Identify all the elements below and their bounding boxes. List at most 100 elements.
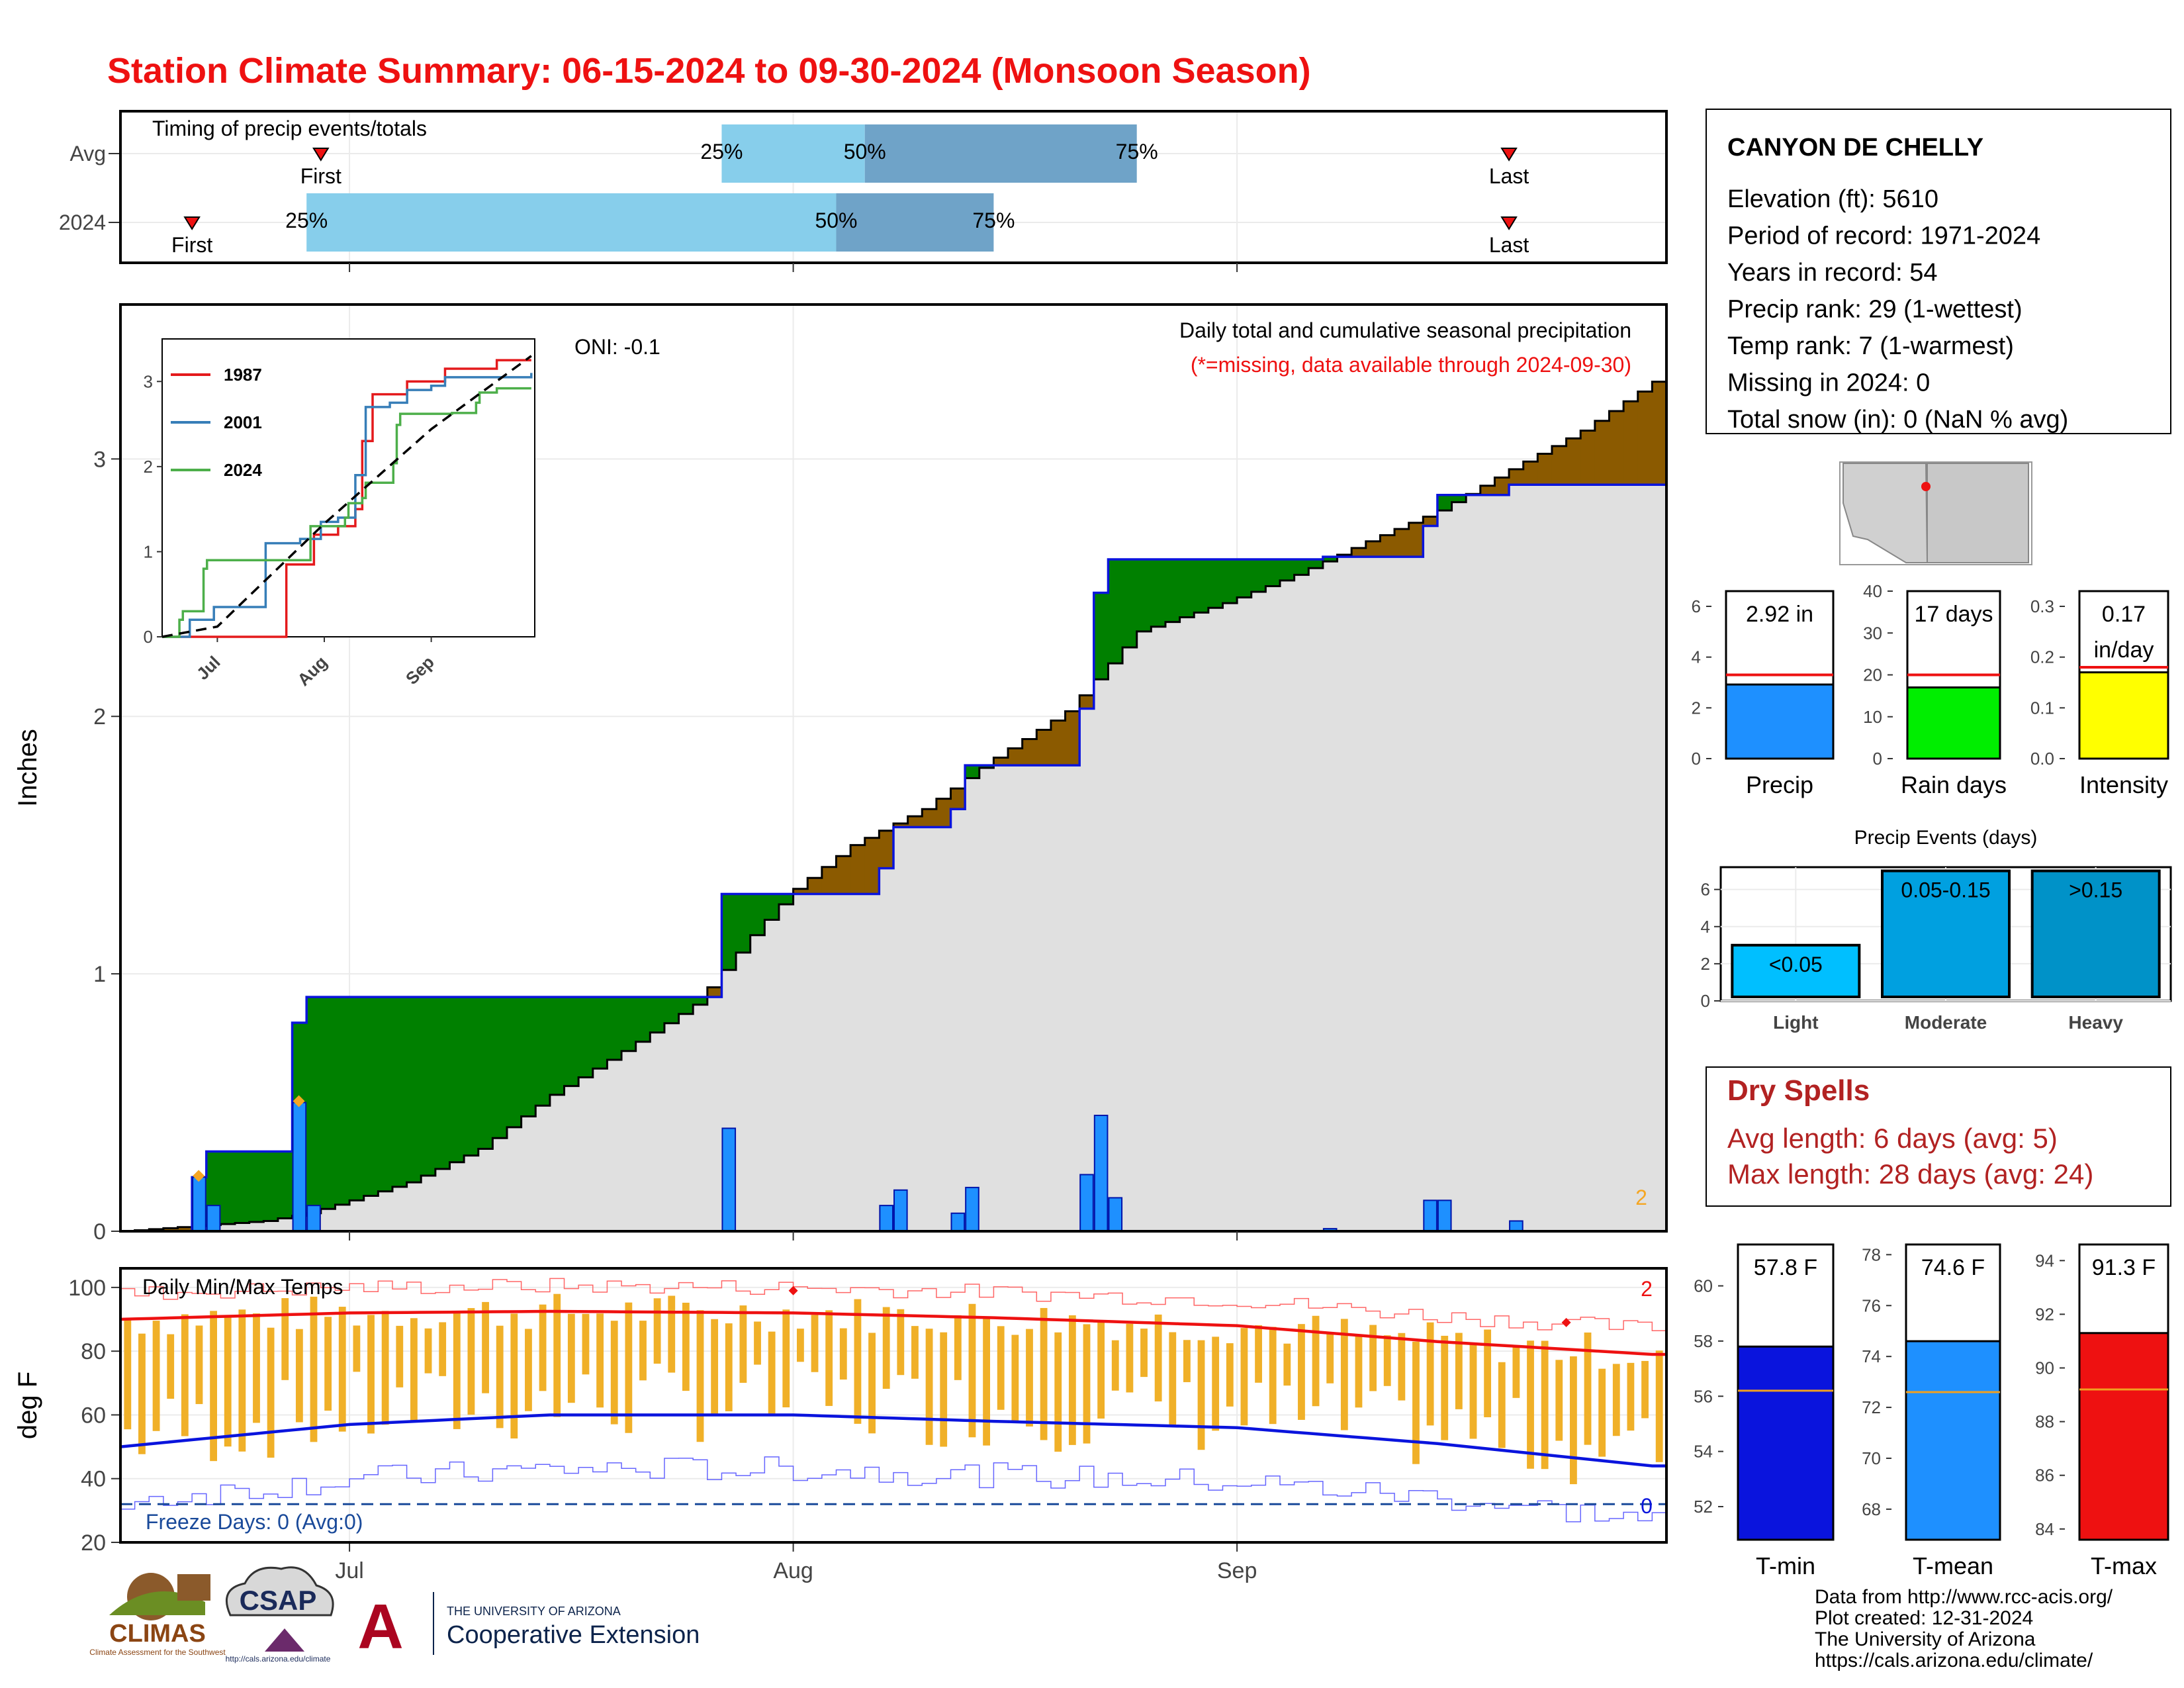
events-bar-label: >0.15 (2069, 878, 2122, 902)
temp-daily-bar (510, 1313, 518, 1439)
precip-daily-bar (893, 1189, 908, 1233)
dry-spells-box (1706, 1066, 2171, 1207)
precip-daily-bar (206, 1205, 221, 1232)
timing-first-marker (312, 148, 330, 162)
precip-below-average-area (893, 823, 909, 827)
precip-below-average-area (1580, 430, 1596, 485)
temp-stat-1-y-tick-label: 76 (1862, 1295, 1881, 1315)
precip-y-tick-label: 0 (93, 1219, 106, 1244)
temp-daily-bar (1283, 1343, 1291, 1386)
temp-y-tick-label: 80 (81, 1339, 106, 1364)
precip-above-average-area (249, 1151, 264, 1222)
precip-below-average-area (1566, 438, 1581, 485)
temp-daily-bar (138, 1333, 146, 1454)
precip-above-average-area (277, 1151, 293, 1219)
temp-stat-0-y-tick-label: 58 (1694, 1331, 1713, 1351)
dry-spells-avg: Avg length: 6 days (avg: 5) (1727, 1123, 2058, 1154)
events-bar (2030, 869, 2161, 998)
temp-freeze-text: Freeze Days: 0 (Avg:0) (146, 1510, 363, 1534)
temp-daily-bar (281, 1298, 289, 1380)
precip-below-average-area (807, 878, 823, 894)
csap-logo-text: CSAP (240, 1585, 317, 1616)
precip-below-average-area (950, 788, 966, 810)
temp-daily-bar (295, 1329, 303, 1423)
station-info-line: Temp rank: 7 (1-warmest) (1727, 332, 2014, 360)
temp-stat-1-category-label: T-mean (1913, 1552, 1993, 1579)
footer-line: Data from http://www.rcc-acis.org/ (1815, 1586, 2113, 1608)
precip-above-average-area (549, 997, 565, 1095)
precip-above-average-area (1122, 559, 1138, 647)
temp-stat-2-category-label: T-max (2091, 1552, 2157, 1579)
temp-daily-bar (1584, 1333, 1592, 1445)
station-info-line: Period of record: 1971-2024 (1727, 222, 2040, 250)
precip-stat-1-y-tick-label: 20 (1863, 665, 1882, 685)
events-bar (1881, 869, 2011, 998)
precip-below-average-area (1609, 411, 1624, 485)
temp-daily-bar (682, 1302, 690, 1391)
temp-daily-bar (897, 1309, 905, 1376)
precip-below-average-area (1079, 695, 1095, 709)
temp-daily-bar (911, 1326, 919, 1379)
temp-stat-0-y-tick-label: 52 (1694, 1497, 1713, 1517)
precip-above-average-area (965, 765, 980, 778)
temp-daily-bar (439, 1322, 447, 1376)
precip-daily-bar (721, 1127, 737, 1233)
temp-daily-bar (1598, 1368, 1606, 1457)
page-title: Station Climate Summary: 06-15-2024 to 0… (107, 51, 1311, 91)
events-category-label: Light (1773, 1012, 1818, 1033)
precip-stat-2-value-label: 0.17 (2102, 602, 2146, 627)
temp-stat-2-y-tick-label: 84 (2035, 1519, 2054, 1539)
temp-daily-bar (983, 1317, 990, 1446)
precip-above-average-area (1093, 592, 1109, 680)
precip-below-average-area (1494, 477, 1510, 495)
locator-map-new-mexico (1927, 463, 2029, 563)
precip-above-average-area (1165, 559, 1181, 622)
precip-below-average-area (1394, 529, 1410, 557)
temp-daily-bar (1298, 1324, 1305, 1420)
temp-daily-bar (1441, 1335, 1449, 1440)
precip-y-tick-label: 3 (93, 447, 106, 472)
precip-stat-2-bar (2078, 671, 2169, 760)
precip-below-average-area (936, 798, 952, 827)
temp-daily-bar (124, 1319, 132, 1430)
inset-legend-label: 2001 (224, 412, 262, 432)
precip-stat-0-value-label: 2.92 in (1746, 602, 1813, 627)
temp-daily-bar (195, 1325, 203, 1405)
precip-below-average-area (1008, 748, 1023, 766)
precip-below-average-area (907, 816, 923, 827)
inset-panel (161, 338, 535, 637)
timing-panel-frame (119, 110, 1668, 264)
temp-daily-bar (1312, 1315, 1320, 1407)
temp-panel-bg (120, 1268, 1666, 1542)
precip-below-average-area (993, 757, 1009, 766)
events-y-tick-label: 2 (1701, 954, 1710, 974)
footer-line: https://cals.arizona.edu/climate/ (1815, 1650, 2093, 1671)
precip-above-average-area (521, 997, 536, 1117)
temp-daily-bar (482, 1301, 489, 1393)
inset-y-tick-label: 2 (144, 457, 153, 477)
dry-spells-max: Max length: 28 days (avg: 24) (1727, 1158, 2093, 1190)
events-category-label: Heavy (2068, 1012, 2123, 1033)
precip-above-average-area (435, 997, 450, 1169)
precip-y-tick-label: 2 (93, 704, 106, 729)
timing-label-25: 25% (285, 209, 328, 232)
precip-above-average-area (421, 997, 436, 1176)
precip-daily-bar (879, 1205, 893, 1232)
temp-y-tick-label: 40 (81, 1467, 106, 1492)
events-y-tick-label: 0 (1701, 991, 1710, 1011)
precip-stat-2-y-tick-label: 0.2 (2030, 647, 2054, 667)
precip-above-average-area (750, 894, 765, 935)
precip-daily-bar (1108, 1197, 1123, 1233)
temp-daily-bar (410, 1318, 418, 1422)
precip-daily-bar (292, 1102, 307, 1232)
precip-missing-diamond (193, 1170, 205, 1182)
temp-daily-bar (1040, 1307, 1048, 1440)
temp-stat-1-bar (1905, 1340, 2001, 1541)
precip-below-average-area (1380, 535, 1395, 557)
precip-above-average-area (564, 997, 579, 1086)
temp-daily-bar (1255, 1325, 1262, 1383)
temp-stat-0-y-tick-label: 56 (1694, 1386, 1713, 1406)
temp-panel-title: Daily Min/Max Temps (142, 1275, 343, 1299)
precip-above-average-area (778, 894, 794, 905)
temp-daily-bar (1498, 1362, 1506, 1448)
